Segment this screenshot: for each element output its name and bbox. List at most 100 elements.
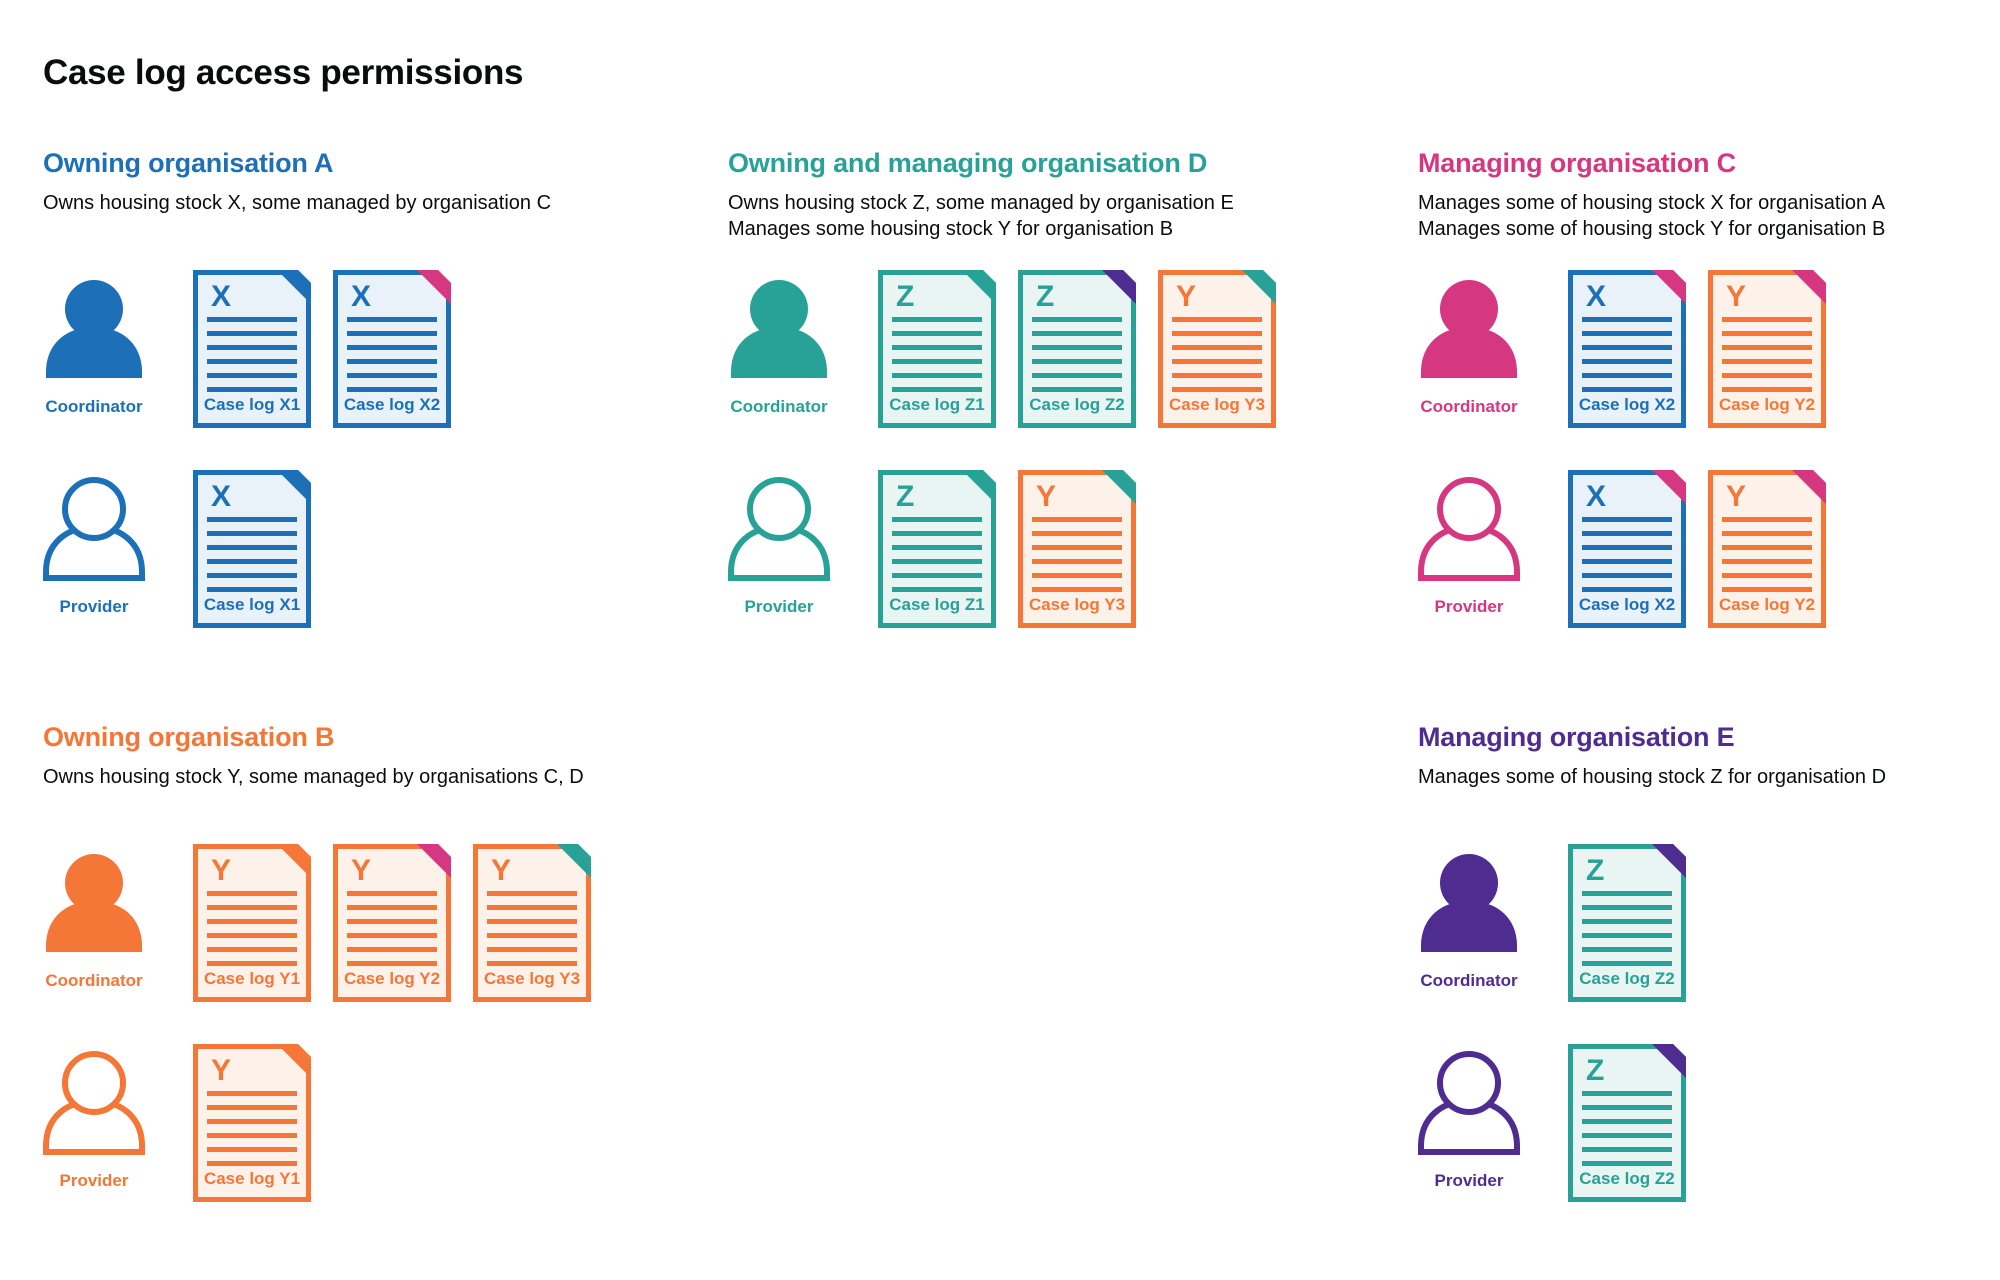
provider-icon: Provider [1418,470,1520,630]
case-log-document: Y Case log Y1 [193,1044,311,1202]
doc-label: Case log Z2 [1579,969,1675,988]
case-log-document: Y Case log Y3 [1158,270,1276,428]
coordinator-row: Coordinator X Case log X2 Y Case log Y2 [1418,270,2000,440]
doc-text-lines [207,891,297,966]
case-log-document: Z Case log Z2 [1568,844,1686,1002]
case-log-document: Y Case log Y2 [1708,470,1826,628]
folded-corner-icon [1242,270,1276,304]
person-role-label: Provider [59,597,129,616]
page-title: Case log access permissions [43,53,524,93]
folded-corner-icon [277,470,311,504]
person-icon [43,1051,145,1155]
person-icon [1421,854,1517,952]
person-role-label: Provider [1434,1171,1504,1190]
folded-corner-icon [557,844,591,878]
case-log-document: X Case log X2 [1568,470,1686,628]
doc-label: Case log X1 [203,395,301,414]
stock-letter: X [211,280,232,313]
person-icon [731,280,827,378]
description-line: Owns housing stock X, some managed by or… [43,192,552,214]
section-heading: Owning and managing organisation D [728,148,1208,178]
case-log-document: Y Case log Y2 [1708,270,1826,428]
folded-corner-icon [1652,844,1686,878]
doc-text-lines [892,517,982,592]
coordinator-icon: Coordinator [1418,270,1520,430]
person-role-label: Coordinator [1420,397,1518,416]
doc-text-lines [1032,517,1122,592]
stock-letter: X [351,280,372,313]
folded-corner-icon [1792,470,1826,504]
doc-label: Case log X2 [1578,595,1676,614]
doc-label: Case log Y3 [1028,595,1126,614]
provider-row: Provider X Case log X2 Y Case log Y2 [1418,470,2000,640]
coordinator-row: Coordinator X Case log X1 X Case log X2 [43,270,643,440]
stock-letter: X [211,480,232,513]
stock-letter: Y [351,854,372,887]
stock-letter: Y [1036,480,1057,513]
coordinator-row: Coordinator Y Case log Y1 Y Case log Y2 … [43,844,643,1014]
case-log-document: Z Case log Z2 [1568,1044,1686,1202]
description-line: Manages some of housing stock X for orga… [1418,192,1885,214]
stock-letter: Y [211,1054,232,1087]
case-log-document: X Case log X1 [193,270,311,428]
doc-text-lines [347,317,437,392]
person-role-label: Coordinator [1420,971,1518,990]
case-log-document: Z Case log Z1 [878,270,996,428]
folded-corner-icon [277,1044,311,1078]
stock-letter: Y [211,854,232,887]
doc-text-lines [207,517,297,592]
folded-corner-icon [277,270,311,304]
stock-letter: Y [1726,480,1747,513]
doc-text-lines [1722,517,1812,592]
provider-row: Provider X Case log X1 [43,470,643,640]
doc-label: Case log Z2 [1029,395,1125,414]
folded-corner-icon [1652,1044,1686,1078]
provider-row: Provider Z Case log Z2 [1418,1044,2000,1214]
doc-label: Case log Y3 [1168,395,1266,414]
section-description: Owns housing stock Z, some managed by or… [728,190,1234,242]
doc-text-lines [1722,317,1812,392]
person-icon [1418,477,1520,581]
stock-letter: Z [1586,854,1605,887]
provider-row: Provider Z Case log Z1 Y Case log Y3 [728,470,1328,640]
person-icon [43,477,145,581]
doc-label: Case log Y2 [343,969,441,988]
doc-text-lines [347,891,437,966]
doc-label: Case log Z2 [1579,1169,1675,1188]
stock-letter: Y [1176,280,1197,313]
stock-letter: Z [1586,1054,1605,1087]
folded-corner-icon [1792,270,1826,304]
person-role-label: Coordinator [730,397,828,416]
section-heading: Managing organisation E [1418,722,1735,752]
folded-corner-icon [962,270,996,304]
coordinator-icon: Coordinator [1418,844,1520,1004]
case-log-document: Y Case log Y1 [193,844,311,1002]
doc-label: Case log Z1 [889,395,985,414]
case-log-document: Y Case log Y2 [333,844,451,1002]
folded-corner-icon [962,470,996,504]
case-log-document: X Case log X2 [1568,270,1686,428]
section-heading: Owning organisation B [43,722,335,752]
description-line: Manages some of housing stock Y for orga… [1418,218,1886,240]
folded-corner-icon [1652,270,1686,304]
folded-corner-icon [277,844,311,878]
person-role-label: Provider [744,597,814,616]
doc-text-lines [1582,317,1672,392]
doc-text-lines [207,317,297,392]
provider-icon: Provider [728,470,830,630]
person-role-label: Coordinator [45,971,143,990]
person-role-label: Coordinator [45,397,143,416]
coordinator-icon: Coordinator [43,844,145,1004]
description-line: Owns housing stock Z, some managed by or… [728,192,1234,214]
person-icon [46,854,142,952]
doc-label: Case log Z1 [889,595,985,614]
doc-text-lines [1582,891,1672,966]
doc-label: Case log X2 [343,395,441,414]
description-line: Manages some of housing stock Z for orga… [1418,766,1887,788]
person-role-label: Provider [59,1171,129,1190]
stock-letter: Z [896,280,915,313]
provider-icon: Provider [43,1044,145,1204]
stock-letter: Z [896,480,915,513]
person-role-label: Provider [1434,597,1504,616]
doc-label: Case log Y2 [1718,395,1816,414]
